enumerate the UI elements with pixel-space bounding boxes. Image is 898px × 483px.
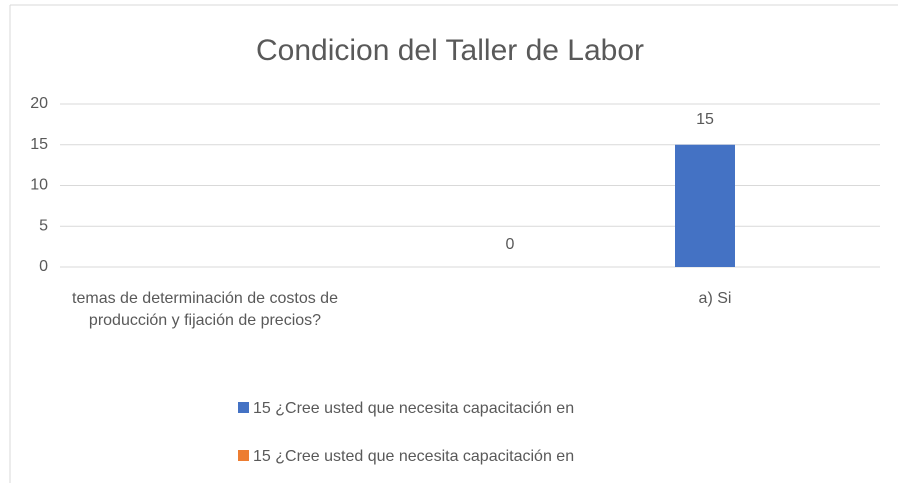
legend-label: 15 ¿Cree usted que necesita capacitación…	[253, 400, 575, 417]
legend-entry: 15 ¿Cree usted que necesita capacitación…	[238, 448, 574, 466]
x-tick-label: temas de determinación de costos de prod…	[72, 290, 338, 329]
data-label: 0	[506, 236, 515, 253]
x-tick-label: a) Si	[698, 290, 732, 307]
y-tick-label: 15	[30, 136, 48, 153]
y-tick-label: 5	[39, 217, 48, 234]
legend-label: 15 ¿Cree usted que necesita capacitación…	[253, 448, 575, 465]
legend-swatch	[238, 402, 249, 413]
y-tick-label: 20	[30, 95, 48, 112]
chart-title: Condicion del Taller de Labor	[256, 34, 644, 67]
y-tick-label: 0	[39, 258, 48, 275]
bar	[675, 144, 735, 267]
y-tick-label: 10	[30, 177, 48, 194]
legend-entry: 15 ¿Cree usted que necesita capacitación…	[238, 400, 574, 418]
legend-swatch	[238, 450, 249, 461]
data-label: 15	[696, 111, 714, 128]
